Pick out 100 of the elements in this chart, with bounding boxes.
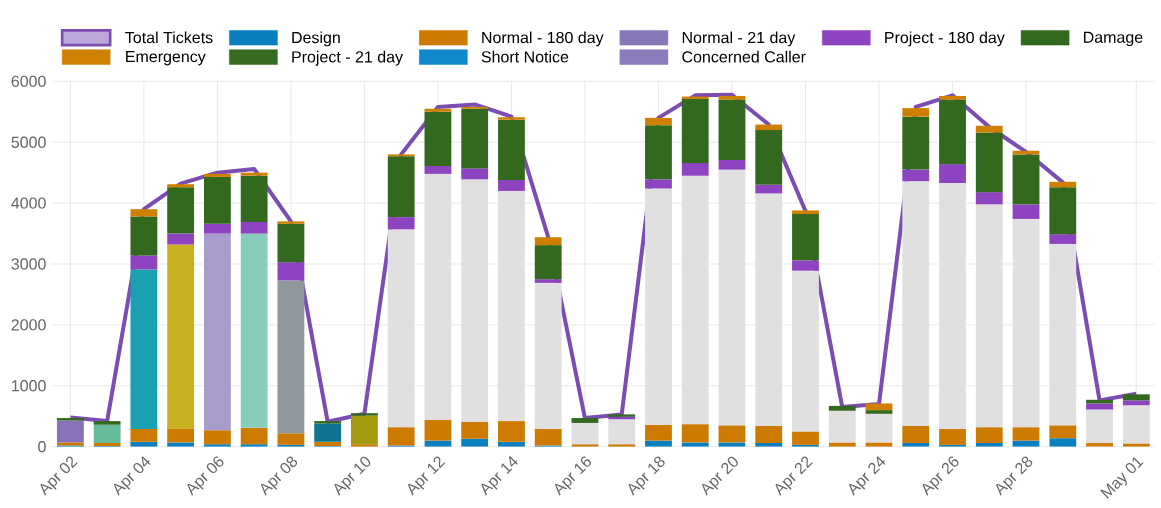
bar [902, 181, 930, 426]
bar [718, 95, 746, 100]
bar [718, 99, 746, 160]
bar [1086, 403, 1113, 410]
bar [681, 162, 709, 176]
x-tick-label: Apr 14 [481, 456, 518, 496]
bar [277, 262, 305, 281]
legend-label: Emergency [126, 51, 206, 66]
bar [387, 217, 415, 230]
bar [167, 187, 195, 234]
bar [1086, 409, 1113, 444]
bar [681, 442, 709, 447]
bar [461, 168, 489, 180]
bar [424, 419, 452, 441]
bar [498, 190, 525, 422]
bar [1049, 234, 1077, 244]
bar [792, 431, 819, 445]
bar [792, 260, 819, 271]
bar [755, 184, 783, 194]
x-tick-label: Apr 02 [40, 456, 78, 496]
legend-label: Design [292, 31, 340, 47]
bar [203, 176, 231, 224]
x-tick-label: Apr 24 [848, 456, 886, 496]
bar [203, 223, 231, 234]
bar [865, 413, 893, 443]
bar [277, 221, 305, 224]
bar [902, 116, 930, 170]
bar [130, 429, 158, 442]
bar [424, 173, 452, 420]
bar [681, 98, 709, 163]
legend-label: Total Tickets [125, 31, 213, 44]
bar [498, 119, 525, 180]
x-tick-label: Apr 16 [554, 456, 592, 496]
bar [681, 175, 709, 425]
bar [1049, 181, 1077, 188]
bar [718, 159, 746, 170]
bar [718, 442, 746, 447]
legend-label: Project - 21 day [292, 50, 403, 66]
bar [571, 418, 599, 423]
bar [203, 173, 231, 177]
bar [1049, 438, 1077, 447]
bar [755, 193, 783, 426]
y-tick-label: 3000 [11, 258, 46, 270]
x-tick-label: Apr 08 [260, 456, 298, 496]
bar [203, 430, 231, 445]
bar [240, 427, 268, 445]
bar [387, 427, 415, 446]
bar [792, 270, 819, 432]
x-tick-label: Apr 22 [775, 456, 813, 496]
bar [792, 214, 819, 261]
bar [424, 108, 452, 112]
bar [645, 188, 672, 425]
bar [534, 429, 562, 446]
y-tick-label: 6000 [11, 75, 46, 87]
bar [387, 229, 415, 428]
bar [498, 117, 525, 120]
bar [975, 427, 1003, 444]
bar [56, 420, 84, 443]
bar [1049, 425, 1077, 439]
bar [902, 425, 930, 444]
x-tick-label: Apr 20 [701, 456, 738, 496]
bar [1122, 405, 1150, 444]
bar [130, 269, 158, 430]
bar [645, 424, 672, 441]
y-tick-label: 4000 [11, 197, 46, 209]
x-tick-label: Apr 06 [187, 456, 224, 496]
bar [645, 117, 672, 126]
bar [1122, 394, 1150, 401]
legend-label: Normal - 21 day [682, 31, 796, 47]
bar [534, 237, 562, 246]
bar [314, 441, 342, 447]
legend-label: Concerned Caller [682, 50, 806, 63]
bar [865, 442, 893, 447]
y-tick-label: 2000 [11, 319, 46, 331]
bar [681, 424, 709, 443]
bar [167, 244, 195, 429]
bar [975, 125, 1003, 133]
bar [975, 204, 1003, 428]
bar [277, 280, 305, 434]
bar [939, 164, 966, 184]
bar [1122, 400, 1150, 406]
bar [461, 108, 489, 169]
bar [314, 421, 342, 424]
bar [240, 221, 268, 234]
bar [645, 125, 672, 180]
bar [167, 442, 195, 447]
bar [167, 428, 195, 443]
bar [902, 169, 930, 182]
x-tick-label: Apr 10 [334, 456, 371, 496]
bar [240, 233, 268, 428]
x-tick-label: Apr 28 [996, 456, 1033, 496]
bar [498, 421, 525, 442]
bar [939, 429, 966, 445]
bar [534, 282, 562, 430]
bar [424, 165, 452, 174]
bar [865, 410, 893, 414]
bar [351, 413, 378, 416]
legend-label: Project - 180 day [885, 31, 1005, 47]
bar [939, 183, 966, 430]
bar [277, 433, 305, 445]
